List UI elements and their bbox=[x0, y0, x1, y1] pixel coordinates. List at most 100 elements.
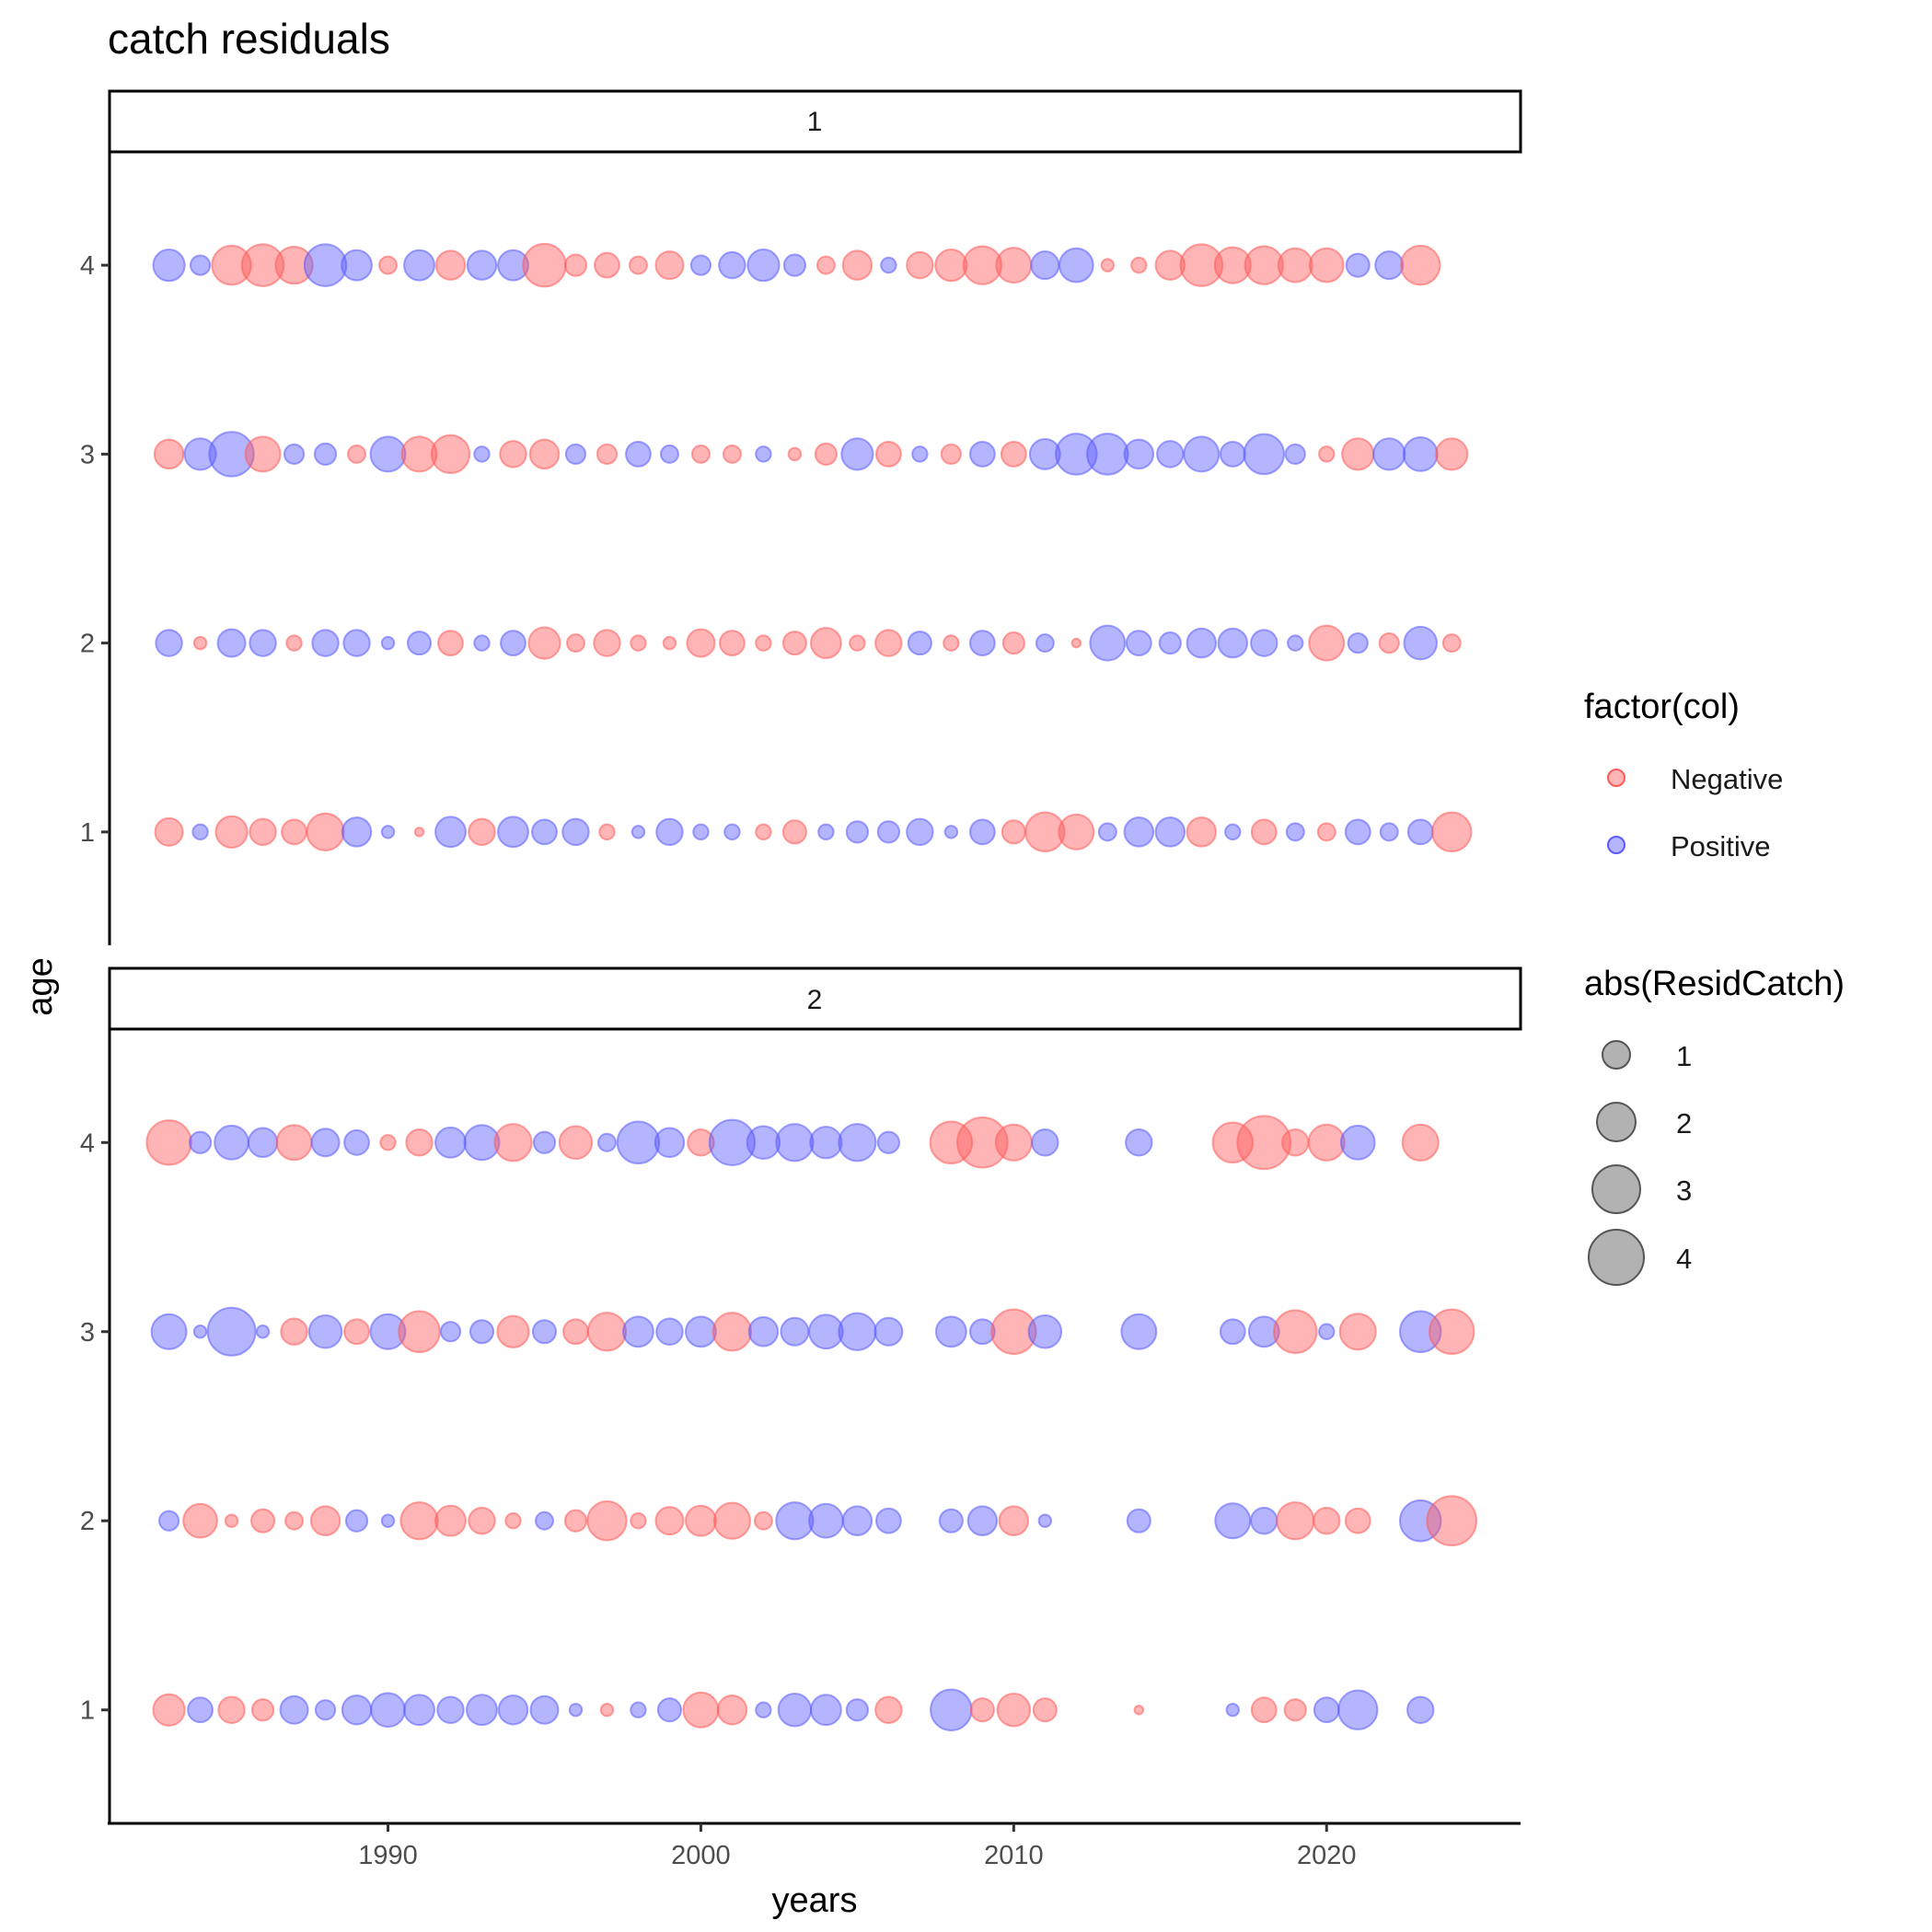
residual-point-negative bbox=[562, 1318, 589, 1346]
residual-point-positive bbox=[1058, 247, 1094, 283]
legend-size-key-2 bbox=[1596, 1102, 1637, 1142]
residual-point-positive bbox=[463, 1124, 501, 1162]
residual-point-negative bbox=[217, 1695, 246, 1724]
residual-point-positive bbox=[943, 825, 959, 839]
residual-point-positive bbox=[469, 1319, 495, 1345]
residual-point-positive bbox=[313, 442, 338, 466]
residual-point-positive bbox=[497, 816, 529, 849]
residual-point-positive bbox=[1028, 437, 1061, 470]
residual-point-negative bbox=[1431, 811, 1473, 853]
residual-point-positive bbox=[1250, 629, 1278, 657]
residual-point-positive bbox=[838, 1312, 877, 1351]
residual-point-negative bbox=[240, 243, 285, 287]
residual-point-negative bbox=[527, 626, 561, 660]
residual-point-negative bbox=[309, 1505, 341, 1536]
residual-point-negative bbox=[1001, 819, 1026, 845]
residual-point-positive bbox=[568, 1703, 584, 1718]
residual-point-positive bbox=[255, 1325, 271, 1339]
residual-point-positive bbox=[1224, 823, 1242, 841]
residual-point-negative bbox=[493, 1123, 533, 1163]
residual-point-negative bbox=[781, 819, 807, 845]
residual-point-negative bbox=[712, 1501, 751, 1540]
residual-point-negative bbox=[154, 816, 184, 847]
residual-point-positive bbox=[809, 1126, 843, 1160]
residual-point-negative bbox=[250, 1698, 275, 1722]
points-facet-1 bbox=[152, 242, 1473, 853]
facet-strip-2 bbox=[108, 966, 1522, 1031]
legend-positive-key bbox=[1607, 836, 1625, 854]
legend-size-label-4: 4 bbox=[1676, 1243, 1692, 1275]
residual-point-negative bbox=[934, 249, 968, 283]
residual-point-negative bbox=[874, 629, 903, 657]
residual-point-positive bbox=[841, 1505, 873, 1536]
residual-point-negative bbox=[1058, 813, 1095, 850]
residual-point-positive bbox=[380, 635, 396, 651]
residual-point-negative bbox=[1250, 1696, 1278, 1724]
residual-point-positive bbox=[341, 816, 373, 848]
residual-point-positive bbox=[314, 1699, 337, 1721]
y-tick-label: 2 bbox=[80, 630, 95, 659]
residual-point-positive bbox=[906, 817, 934, 847]
legend-negative-label: Negative bbox=[1671, 763, 1783, 795]
y-tick-label: 4 bbox=[80, 251, 95, 281]
residual-point-positive bbox=[406, 631, 433, 656]
residual-point-negative bbox=[1250, 818, 1278, 846]
residual-point-positive bbox=[938, 1508, 964, 1533]
residual-point-negative bbox=[994, 1123, 1033, 1162]
residual-point-positive bbox=[466, 1694, 498, 1727]
residual-point-positive bbox=[718, 250, 746, 280]
residual-point-negative bbox=[990, 1308, 1037, 1355]
residual-point-positive bbox=[1186, 627, 1218, 659]
residual-point-positive bbox=[1027, 1314, 1063, 1349]
residual-point-negative bbox=[586, 1312, 628, 1352]
facet-2: 2 1 2 3 4 1990 2000 2010 2020 bbox=[80, 966, 1522, 1870]
residual-point-negative bbox=[874, 1695, 903, 1724]
residual-point-negative bbox=[1024, 811, 1066, 853]
residual-point-positive bbox=[343, 1128, 370, 1156]
residual-point-negative bbox=[1213, 246, 1252, 284]
residual-point-positive bbox=[434, 1126, 467, 1159]
residual-point-negative bbox=[565, 633, 585, 654]
residual-point-negative bbox=[281, 818, 307, 846]
residual-point-positive bbox=[596, 1132, 617, 1152]
residual-point-negative bbox=[956, 1116, 1009, 1169]
residual-point-positive bbox=[534, 1510, 554, 1531]
x-tick-label: 2010 bbox=[984, 1841, 1044, 1870]
residual-point-positive bbox=[497, 249, 529, 282]
residual-point-negative bbox=[1341, 437, 1375, 471]
residual-point-negative bbox=[1344, 1507, 1371, 1534]
residual-point-negative bbox=[250, 1508, 276, 1533]
y-tick-label: 3 bbox=[80, 1318, 95, 1348]
residual-point-negative bbox=[275, 1124, 313, 1162]
residual-point-negative bbox=[940, 443, 962, 465]
residual-point-negative bbox=[153, 438, 185, 470]
residual-point-positive bbox=[630, 1701, 647, 1718]
residual-point-positive bbox=[755, 1701, 772, 1718]
residual-point-negative bbox=[995, 247, 1033, 284]
residual-point-positive bbox=[155, 629, 183, 657]
residual-point-positive bbox=[473, 445, 491, 463]
residual-point-negative bbox=[1000, 440, 1027, 468]
residual-point-positive bbox=[1372, 437, 1406, 471]
residual-point-negative bbox=[1244, 245, 1284, 285]
residual-point-positive bbox=[369, 1313, 407, 1350]
chart-title: catch residuals bbox=[108, 15, 390, 63]
residual-point-positive bbox=[1379, 822, 1399, 842]
residual-point-positive bbox=[746, 249, 781, 283]
residual-point-negative bbox=[1032, 1697, 1058, 1723]
residual-point-positive bbox=[1398, 1310, 1442, 1354]
residual-point-negative bbox=[1318, 445, 1336, 463]
residual-point-positive bbox=[564, 443, 587, 465]
residual-point-negative bbox=[1186, 816, 1218, 848]
residual-point-positive bbox=[1183, 435, 1221, 473]
residual-point-positive bbox=[1398, 1498, 1442, 1543]
residual-point-positive bbox=[968, 630, 996, 657]
residual-point-negative bbox=[182, 1502, 218, 1539]
residual-point-negative bbox=[214, 815, 249, 849]
residual-point-positive bbox=[189, 254, 212, 276]
residual-point-negative bbox=[1277, 247, 1313, 283]
residual-point-negative bbox=[244, 435, 282, 473]
residual-point-positive bbox=[1035, 633, 1055, 654]
residual-point-positive bbox=[1030, 250, 1060, 281]
x-axis-ticks: 1990 2000 2010 2020 bbox=[358, 1823, 1357, 1870]
